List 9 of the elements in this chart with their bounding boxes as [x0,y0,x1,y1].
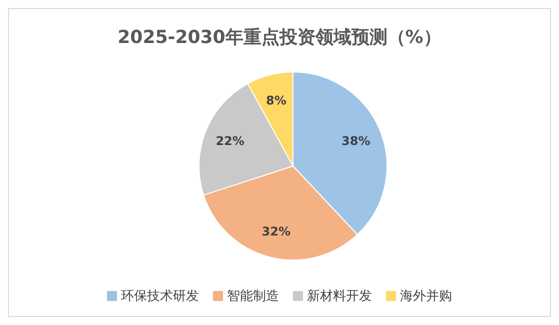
legend-label: 智能制造 [227,288,279,305]
data-label: 32% [262,224,291,239]
legend-label: 环保技术研发 [121,288,199,305]
data-label: 8% [266,93,286,108]
legend-label: 海外并购 [400,288,452,305]
data-label: 22% [216,134,244,148]
legend-label: 新材料开发 [307,288,372,305]
data-label: 38% [342,134,370,148]
chart-title: 2025-2030年重点投资领域预测（%） [116,26,442,49]
